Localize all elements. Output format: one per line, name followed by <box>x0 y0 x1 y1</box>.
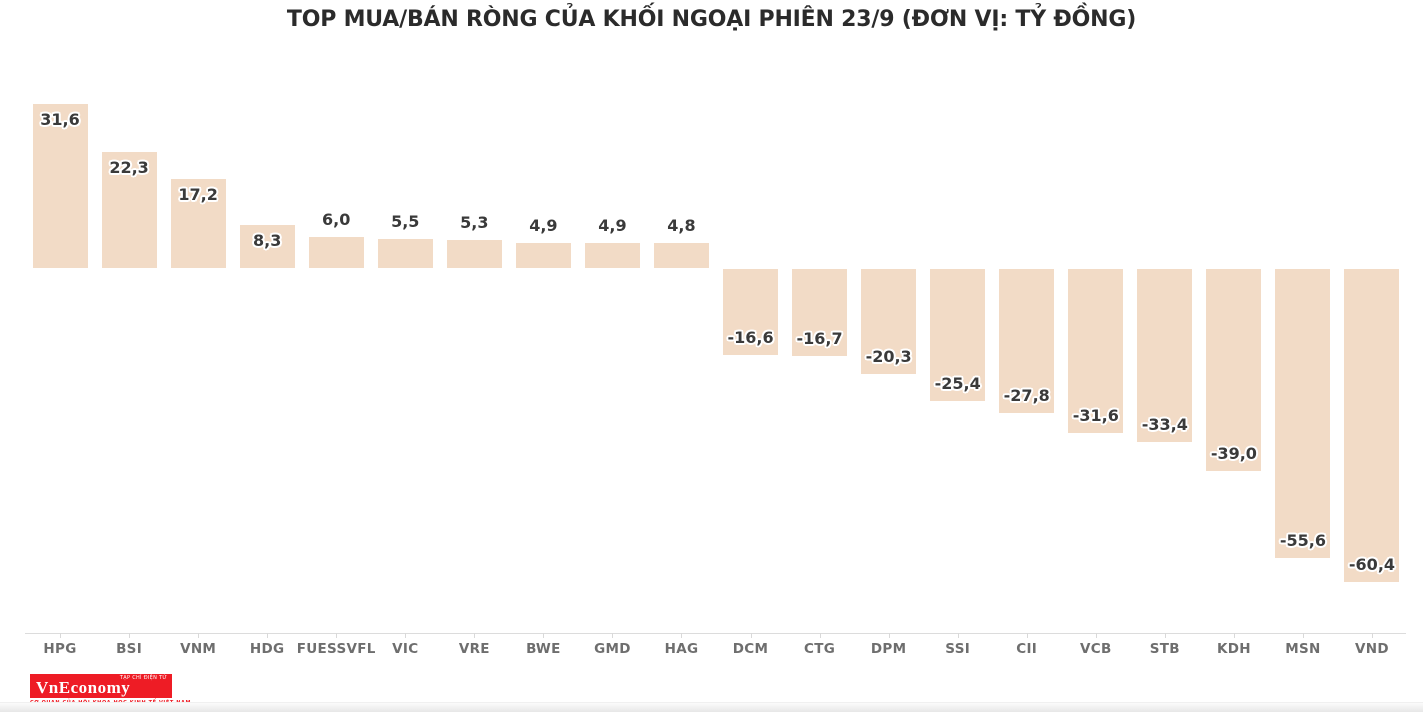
bar-dpm <box>861 269 917 375</box>
x-axis-tick <box>198 633 200 638</box>
value-label-vnm: 17,2 <box>178 184 218 204</box>
x-axis-label-vic: VIC <box>392 641 419 657</box>
value-label-ctg: -16,7 <box>796 328 843 348</box>
value-label-dpm: -20,3 <box>865 347 912 367</box>
x-axis-label-kdh: KDH <box>1216 641 1251 657</box>
x-axis-tick <box>1371 633 1373 638</box>
logo-wordmark: VnEconomy <box>36 678 131 697</box>
logo-small-text: TẠP CHÍ ĐIỆN TỬ <box>119 675 167 681</box>
value-label-hdg: 8,3 <box>253 230 282 250</box>
bar-vnm <box>170 178 226 268</box>
x-axis-tick <box>336 633 338 638</box>
vneconomy-logo-box: TẠP CHÍ ĐIỆN TỬ VnEconomy <box>30 674 172 698</box>
x-axis-label-stb: STB <box>1149 641 1180 657</box>
x-axis-label-vnd: VND <box>1355 641 1389 657</box>
value-label-dcm: -16,6 <box>727 328 774 348</box>
bar-hag <box>653 243 709 268</box>
x-axis-label-fuessvfl: FUESSVFL <box>296 641 376 657</box>
bar-ctg <box>792 269 848 356</box>
x-axis-tick <box>681 633 683 638</box>
x-axis-line <box>25 633 1406 634</box>
bar-msn <box>1275 269 1331 558</box>
bar-cii <box>999 269 1055 414</box>
x-axis-tick <box>1026 633 1028 638</box>
bar-bsi <box>101 152 157 268</box>
x-axis-label-ssi: SSI <box>945 641 971 657</box>
x-axis-label-hdg: HDG <box>249 641 285 657</box>
x-axis-tick <box>129 633 131 638</box>
value-label-ssi: -25,4 <box>934 373 981 393</box>
x-axis-tick <box>60 633 62 638</box>
x-axis-label-gmd: GMD <box>594 641 631 657</box>
value-label-hpg: 31,6 <box>40 109 80 129</box>
x-axis-label-hag: HAG <box>664 641 699 657</box>
value-label-gmd: 4,9 <box>598 215 627 235</box>
bar-kdh <box>1206 269 1262 472</box>
value-label-fuessvfl: 6,0 <box>322 209 351 229</box>
x-axis-tick <box>888 633 890 638</box>
value-label-vcb: -31,6 <box>1072 406 1119 425</box>
x-axis-tick <box>1095 633 1097 638</box>
bar-hdg <box>239 224 295 268</box>
bar-vnd <box>1344 269 1400 583</box>
value-label-stb: -33,4 <box>1141 415 1188 435</box>
x-axis-tick <box>1302 633 1304 638</box>
value-label-bsi: 22,3 <box>109 158 149 178</box>
value-label-bwe: 4,9 <box>529 215 558 235</box>
x-axis-tick <box>543 633 545 638</box>
bar-stb <box>1137 269 1193 443</box>
x-axis-tick <box>405 633 407 638</box>
value-label-vre: 5,3 <box>460 213 489 233</box>
chart-title: TOP MUA/BÁN RÒNG CỦA KHỐI NGOẠI PHIÊN 23… <box>286 7 1137 32</box>
value-label-cii: -27,8 <box>1003 386 1050 406</box>
value-label-msn: -55,6 <box>1279 530 1326 550</box>
bar-gmd <box>584 242 640 268</box>
x-axis-label-vre: VRE <box>458 641 490 657</box>
bar-bwe <box>515 242 571 268</box>
bar-dcm <box>723 269 779 356</box>
x-axis-tick <box>957 633 959 638</box>
x-axis-label-ctg: CTG <box>804 641 836 657</box>
x-axis-label-vnm: VNM <box>180 641 217 657</box>
x-axis-tick <box>1233 633 1235 638</box>
value-label-hag: 4,8 <box>667 216 696 236</box>
value-label-vic: 5,5 <box>391 212 420 232</box>
bottom-edge-strip <box>0 702 1423 712</box>
x-axis-label-cii: CII <box>1016 641 1038 657</box>
bar-vic <box>377 239 433 268</box>
x-axis-tick <box>1164 633 1166 638</box>
bar-fuessvfl <box>308 236 364 268</box>
bar-vcb <box>1068 269 1124 433</box>
x-axis-tick <box>750 633 752 638</box>
x-axis-label-bwe: BWE <box>526 641 561 657</box>
value-label-kdh: -39,0 <box>1210 444 1257 464</box>
x-axis-label-dpm: DPM <box>870 641 907 657</box>
x-axis-tick <box>612 633 614 638</box>
x-axis-label-msn: MSN <box>1285 641 1321 657</box>
value-label-vnd: -60,4 <box>1348 555 1396 575</box>
x-axis-label-vcb: VCB <box>1079 641 1112 657</box>
bar-vre <box>446 240 502 268</box>
x-axis-tick <box>819 633 821 638</box>
x-axis-tick <box>474 633 476 638</box>
x-axis-label-bsi: BSI <box>116 641 143 657</box>
bar-hpg <box>32 103 88 268</box>
bar-ssi <box>930 269 986 401</box>
x-axis-label-hpg: HPG <box>43 641 77 657</box>
x-axis-tick <box>267 633 269 638</box>
x-axis-label-dcm: DCM <box>732 641 769 657</box>
